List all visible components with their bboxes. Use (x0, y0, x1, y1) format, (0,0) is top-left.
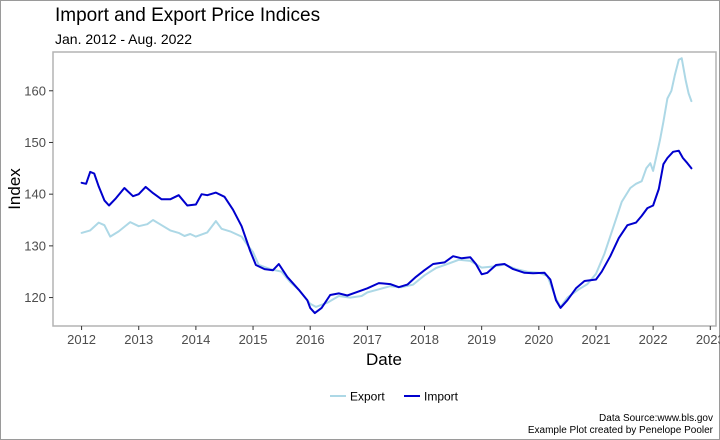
y-tick-label: 160 (24, 83, 46, 98)
x-tick-label: 2012 (67, 332, 96, 347)
caption-credit: Example Plot created by Penelope Pooler (527, 425, 713, 436)
x-tick-label: 2014 (181, 332, 210, 347)
series-line-import (80, 149, 693, 315)
legend: Export Import (330, 390, 459, 404)
x-tick-label: 2019 (467, 332, 496, 347)
caption-source: Data Source:www.bls.gov (599, 413, 713, 424)
y-tick-label: 140 (24, 187, 46, 202)
series-line-export (80, 57, 693, 308)
x-tick-label: 2016 (296, 332, 325, 347)
plot-panel (52, 51, 717, 327)
x-axis-title: Date (366, 350, 402, 369)
legend-label-export: Export (350, 390, 385, 404)
x-axis: 2012 2013 2014 2015 2016 2017 2018 2019 2020 2021… (67, 326, 720, 347)
x-tick-label: 2015 (239, 332, 268, 347)
y-tick-label: 150 (24, 135, 46, 150)
x-tick-label: 2013 (124, 332, 153, 347)
x-tick-label: 2021 (582, 332, 611, 347)
x-tick-label: 2020 (524, 332, 553, 347)
chart-title: Import and Export Price Indices (55, 5, 321, 26)
x-tick-label: 2022 (639, 332, 668, 347)
y-tick-label: 130 (24, 238, 46, 253)
y-tick-label: 120 (24, 290, 46, 305)
y-axis: 120 130 140 150 160 (24, 83, 53, 305)
y-axis-title: Index (5, 168, 24, 210)
x-tick-label: 2023 (696, 332, 720, 347)
series-lines (80, 57, 693, 315)
x-tick-label: 2017 (353, 332, 382, 347)
legend-label-import: Import (424, 390, 459, 404)
x-tick-label: 2018 (410, 332, 439, 347)
chart-subtitle: Jan. 2012 - Aug. 2022 (55, 31, 192, 47)
